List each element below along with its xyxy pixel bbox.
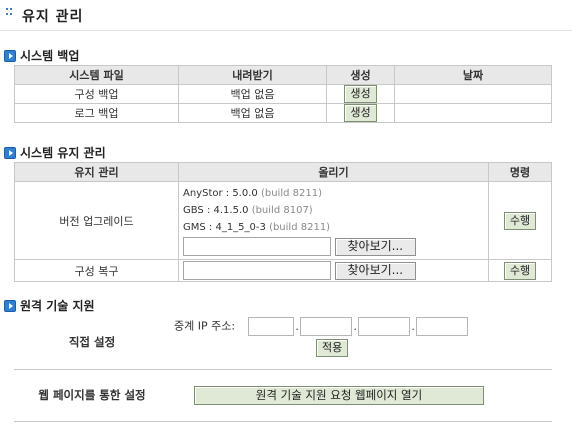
- maintenance-table: 유지 관리 올리기 명령 버전 업그레이드 AnyStor : 5.0.0 (b…: [14, 162, 552, 282]
- table-row: 직접 설정 중계 IP 주소: ... 적용: [14, 315, 552, 370]
- col-header-maintenance: 유지 관리: [14, 162, 179, 182]
- upgrade-execute-button[interactable]: 수행: [503, 211, 537, 230]
- col-header-download: 내려받기: [178, 65, 327, 85]
- table-row: 로그 백업 백업 없음 생성: [14, 103, 552, 123]
- create-cell: 생성: [326, 103, 395, 123]
- header-divider: [0, 30, 572, 31]
- remote-table: 직접 설정 중계 IP 주소: ... 적용 웹 페이지를 통한 설정 원격 기…: [14, 315, 552, 422]
- relay-ip-octet-4[interactable]: [416, 317, 469, 336]
- upgrade-file-input[interactable]: [183, 237, 331, 256]
- backup-file-name: 로그 백업: [14, 103, 179, 123]
- restore-file-input[interactable]: [183, 261, 331, 280]
- version-line: GBS : 4.1.5.0 (build 8107): [183, 202, 488, 219]
- relay-ip-label: 중계 IP 주소:: [174, 319, 236, 333]
- backup-table-header: 시스템 파일 내려받기 생성 날짜: [14, 65, 552, 85]
- bullet-dots-icon: [6, 8, 12, 18]
- version-line: AnyStor : 5.0.0 (build 8211): [183, 185, 488, 202]
- section-title-remote: 원격 기술 지원: [4, 297, 95, 314]
- upgrade-command-cell: 수행: [488, 181, 552, 260]
- page-title: 유지 관리: [22, 9, 84, 25]
- relay-ip-octet-3[interactable]: [358, 317, 411, 336]
- backup-table: 시스템 파일 내려받기 생성 날짜 구성 백업 백업 없음 생성 로그 백업 백…: [14, 65, 552, 123]
- col-header-date: 날짜: [394, 65, 552, 85]
- version-build: (build 8211): [269, 222, 331, 233]
- upgrade-file-row: 찾아보기...: [179, 237, 488, 256]
- upgrade-browse-button[interactable]: 찾아보기...: [334, 237, 417, 256]
- relay-ip-octet-2[interactable]: [300, 317, 353, 336]
- col-header-system-file: 시스템 파일: [14, 65, 179, 85]
- open-remote-support-page-button[interactable]: 원격 기술 지원 요청 웹페이지 열기: [194, 385, 484, 405]
- version-build: (build 8211): [260, 188, 322, 199]
- version-name: AnyStor : 5.0.0: [183, 188, 258, 199]
- col-header-create: 생성: [326, 65, 395, 85]
- section-title-backup-label: 시스템 백업: [20, 49, 80, 63]
- ip-separator: .: [353, 319, 357, 333]
- restore-upload-cell: 찾아보기...: [178, 259, 489, 282]
- ip-separator: .: [411, 319, 415, 333]
- section-arrow-icon: [4, 49, 16, 62]
- section-title-remote-label: 원격 기술 지원: [20, 299, 95, 313]
- apply-button[interactable]: 적용: [316, 339, 349, 357]
- backup-file-name: 구성 백업: [14, 84, 179, 104]
- relay-ip-octet-1[interactable]: [248, 317, 295, 336]
- table-row: 버전 업그레이드 AnyStor : 5.0.0 (build 8211) GB…: [14, 181, 552, 260]
- table-row: 구성 백업 백업 없음 생성: [14, 84, 552, 104]
- section-arrow-icon: [4, 146, 16, 159]
- table-row: 구성 복구 찾아보기... 수행: [14, 259, 552, 282]
- restore-browse-button[interactable]: 찾아보기...: [334, 261, 417, 280]
- restore-execute-button[interactable]: 수행: [503, 261, 537, 280]
- section-arrow-icon: [4, 299, 16, 312]
- create-config-backup-button[interactable]: 생성: [344, 85, 377, 103]
- version-name: GMS : 4_1_5_0-3: [183, 222, 266, 233]
- maintenance-table-header: 유지 관리 올리기 명령: [14, 162, 552, 182]
- backup-date: [394, 103, 552, 123]
- direct-setting-cell: 중계 IP 주소: ... 적용: [170, 315, 552, 370]
- page-header: 유지 관리: [0, 0, 572, 30]
- web-setting-label: 웹 페이지를 통한 설정: [14, 369, 170, 422]
- section-title-maintenance-label: 시스템 유지 관리: [20, 146, 106, 160]
- apply-row: 적용: [174, 339, 552, 357]
- version-line: GMS : 4_1_5_0-3 (build 8211): [183, 219, 488, 236]
- relay-ip-row: 중계 IP 주소: ...: [174, 317, 552, 336]
- section-title-backup: 시스템 백업: [4, 47, 79, 64]
- ip-separator: .: [295, 319, 299, 333]
- table-row: 웹 페이지를 통한 설정 원격 기술 지원 요청 웹페이지 열기: [14, 369, 552, 422]
- col-header-command: 명령: [488, 162, 552, 182]
- col-header-upload: 올리기: [178, 162, 489, 182]
- version-list: AnyStor : 5.0.0 (build 8211) GBS : 4.1.5…: [179, 185, 488, 236]
- backup-download-status: 백업 없음: [178, 84, 327, 104]
- upgrade-label: 버전 업그레이드: [14, 181, 179, 260]
- direct-setting-label: 직접 설정: [14, 315, 170, 370]
- create-log-backup-button[interactable]: 생성: [344, 104, 377, 122]
- web-setting-cell: 원격 기술 지원 요청 웹페이지 열기: [170, 369, 552, 422]
- backup-download-status: 백업 없음: [178, 103, 327, 123]
- upgrade-upload-cell: AnyStor : 5.0.0 (build 8211) GBS : 4.1.5…: [178, 181, 489, 260]
- restore-command-cell: 수행: [488, 259, 552, 282]
- create-cell: 생성: [326, 84, 395, 104]
- version-build: (build 8107): [251, 205, 313, 216]
- section-title-maintenance: 시스템 유지 관리: [4, 144, 106, 161]
- backup-date: [394, 84, 552, 104]
- restore-label: 구성 복구: [14, 259, 179, 282]
- version-name: GBS : 4.1.5.0: [183, 205, 249, 216]
